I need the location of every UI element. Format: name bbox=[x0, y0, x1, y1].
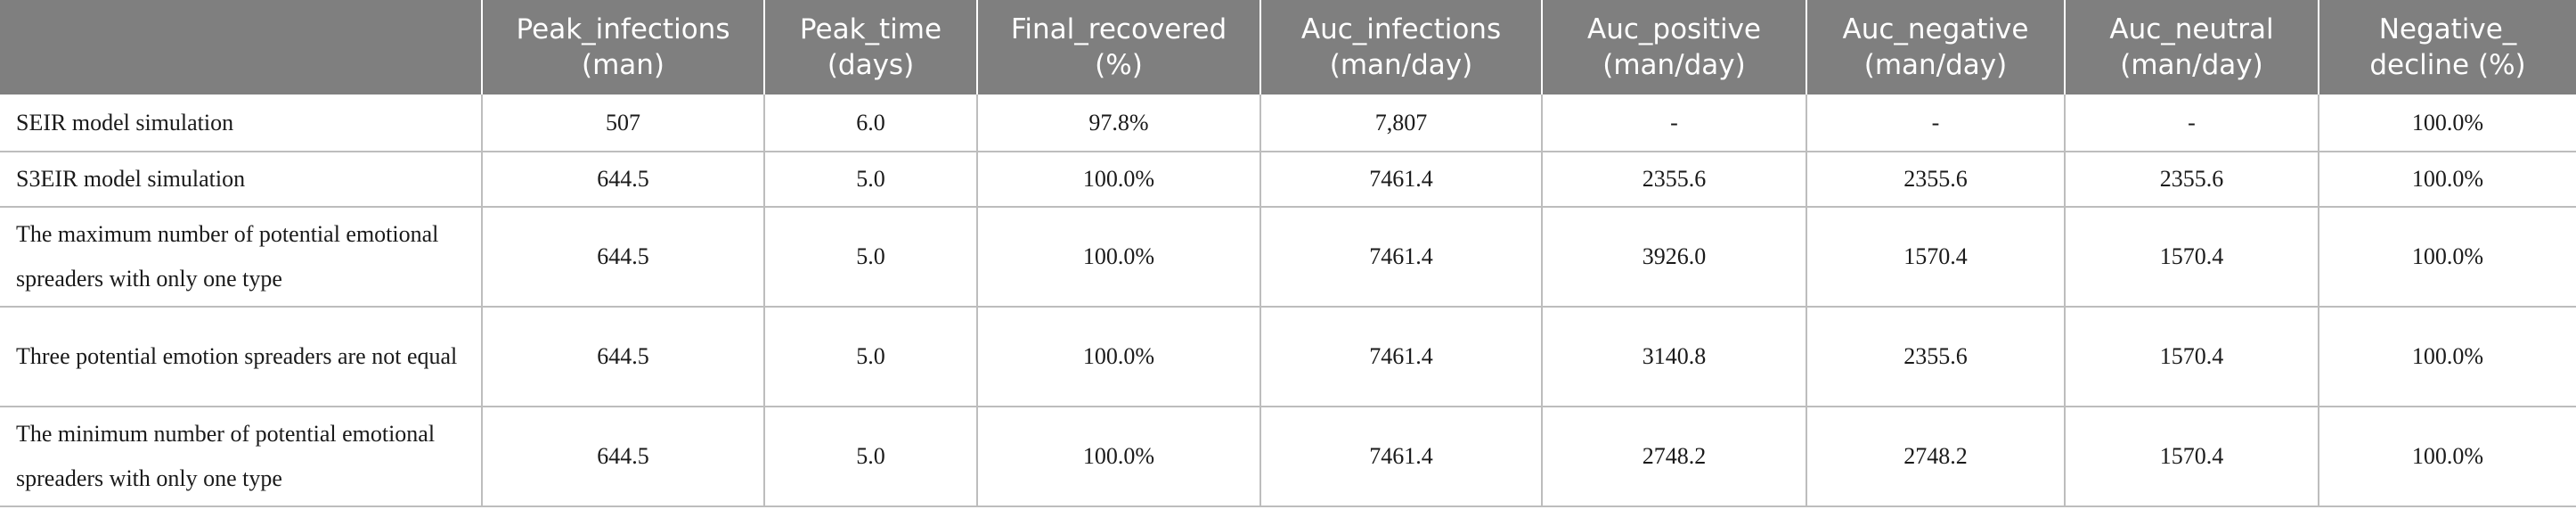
cell-peak-infections: 644.5 bbox=[482, 407, 765, 507]
row-label: S3EIR model simulation bbox=[0, 152, 483, 208]
results-table: Peak_infections (man) Peak_time (days) F… bbox=[0, 0, 2576, 507]
cell-auc-infections: 7461.4 bbox=[1260, 407, 1543, 507]
header-auc-negative: Auc_negative (man/day) bbox=[1806, 0, 2066, 95]
cell-auc-neutral: 1570.4 bbox=[2065, 307, 2319, 407]
cell-auc-infections: 7461.4 bbox=[1260, 152, 1543, 208]
cell-auc-neutral: 1570.4 bbox=[2065, 407, 2319, 507]
header-peak-time: Peak_time (days) bbox=[764, 0, 978, 95]
cell-peak-infections: 644.5 bbox=[482, 307, 765, 407]
header-negative-decline: Negative_ decline (%) bbox=[2319, 0, 2576, 95]
cell-negative-decline: 100.0% bbox=[2319, 152, 2576, 208]
cell-final-recovered: 100.0% bbox=[977, 152, 1261, 208]
cell-final-recovered: 100.0% bbox=[977, 307, 1261, 407]
header-final-recovered: Final_recovered (%) bbox=[977, 0, 1261, 95]
cell-negative-decline: 100.0% bbox=[2319, 407, 2576, 507]
cell-auc-neutral: 2355.6 bbox=[2065, 152, 2319, 208]
cell-auc-positive: 3140.8 bbox=[1542, 307, 1807, 407]
cell-auc-positive: 3926.0 bbox=[1542, 207, 1807, 308]
cell-final-recovered: 100.0% bbox=[977, 407, 1261, 507]
header-peak-infections: Peak_infections (man) bbox=[482, 0, 765, 95]
header-auc-neutral: Auc_neutral (man/day) bbox=[2065, 0, 2319, 95]
cell-auc-negative: 1570.4 bbox=[1806, 207, 2066, 308]
header-auc-positive: Auc_positive (man/day) bbox=[1542, 0, 1807, 95]
cell-auc-infections: 7461.4 bbox=[1260, 307, 1543, 407]
cell-auc-neutral: 1570.4 bbox=[2065, 207, 2319, 308]
table-row: The maximum number of potential emotiona… bbox=[0, 207, 2576, 308]
cell-peak-time: 5.0 bbox=[764, 307, 978, 407]
row-label: Three potential emotion spreaders are no… bbox=[0, 307, 483, 407]
cell-auc-positive: 2355.6 bbox=[1542, 152, 1807, 208]
header-cell-blank bbox=[0, 0, 483, 95]
cell-negative-decline: 100.0% bbox=[2319, 95, 2576, 152]
cell-auc-positive: 2748.2 bbox=[1542, 407, 1807, 507]
cell-auc-infections: 7,807 bbox=[1260, 95, 1543, 152]
table-row: Three potential emotion spreaders are no… bbox=[0, 307, 2576, 407]
cell-auc-infections: 7461.4 bbox=[1260, 207, 1543, 308]
cell-auc-negative: 2355.6 bbox=[1806, 152, 2066, 208]
cell-peak-time: 5.0 bbox=[764, 152, 978, 208]
header-auc-infections: Auc_infections (man/day) bbox=[1260, 0, 1543, 95]
cell-auc-negative: 2748.2 bbox=[1806, 407, 2066, 507]
row-label: The minimum number of potential emotiona… bbox=[0, 407, 483, 507]
row-label: SEIR model simulation bbox=[0, 95, 483, 152]
row-label: The maximum number of potential emotiona… bbox=[0, 207, 483, 308]
table-row: The minimum number of potential emotiona… bbox=[0, 407, 2576, 507]
cell-final-recovered: 97.8% bbox=[977, 95, 1261, 152]
table-row: S3EIR model simulation 644.5 5.0 100.0% … bbox=[0, 152, 2576, 208]
cell-peak-time: 5.0 bbox=[764, 407, 978, 507]
cell-negative-decline: 100.0% bbox=[2319, 307, 2576, 407]
table-row: SEIR model simulation 507 6.0 97.8% 7,80… bbox=[0, 95, 2576, 152]
cell-auc-negative: 2355.6 bbox=[1806, 307, 2066, 407]
cell-peak-infections: 644.5 bbox=[482, 207, 765, 308]
cell-peak-time: 5.0 bbox=[764, 207, 978, 308]
cell-peak-infections: 644.5 bbox=[482, 152, 765, 208]
cell-peak-infections: 507 bbox=[482, 95, 765, 152]
cell-peak-time: 6.0 bbox=[764, 95, 978, 152]
cell-auc-positive: - bbox=[1542, 95, 1807, 152]
cell-final-recovered: 100.0% bbox=[977, 207, 1261, 308]
cell-auc-negative: - bbox=[1806, 95, 2066, 152]
header-row: Peak_infections (man) Peak_time (days) F… bbox=[0, 0, 2576, 95]
cell-auc-neutral: - bbox=[2065, 95, 2319, 152]
cell-negative-decline: 100.0% bbox=[2319, 207, 2576, 308]
